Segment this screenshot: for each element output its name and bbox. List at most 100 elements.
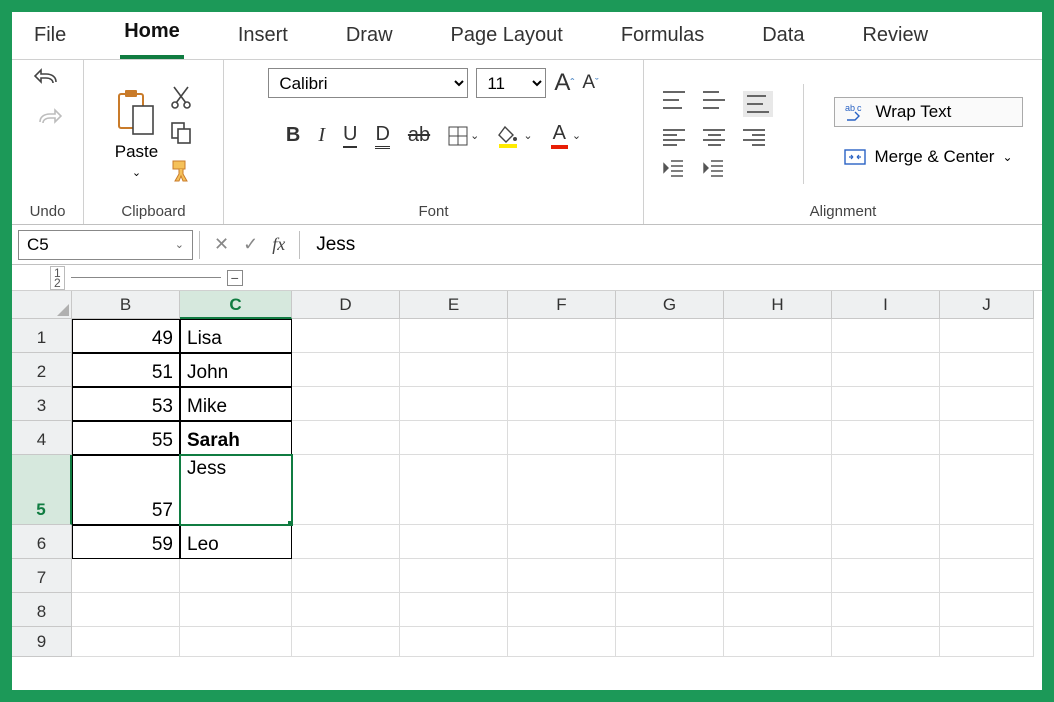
row-header-7[interactable]: 7 xyxy=(12,559,72,593)
decrease-indent-icon[interactable] xyxy=(663,159,685,177)
align-middle-icon[interactable] xyxy=(703,91,725,109)
cell-H6[interactable] xyxy=(724,525,832,559)
wrap-text-button[interactable]: abc Wrap Text xyxy=(834,97,1022,127)
row-header-6[interactable]: 6 xyxy=(12,525,72,559)
col-header-E[interactable]: E xyxy=(400,291,508,319)
tab-insert[interactable]: Insert xyxy=(234,14,292,59)
cell-J1[interactable] xyxy=(940,319,1034,353)
row-header-8[interactable]: 8 xyxy=(12,593,72,627)
col-header-G[interactable]: G xyxy=(616,291,724,319)
cell-F1[interactable] xyxy=(508,319,616,353)
outline-collapse-icon[interactable]: − xyxy=(227,270,243,286)
cell-I6[interactable] xyxy=(832,525,940,559)
cell-J7[interactable] xyxy=(940,559,1034,593)
underline-button[interactable]: U xyxy=(343,123,357,148)
align-right-icon[interactable] xyxy=(743,129,765,147)
row-header-3[interactable]: 3 xyxy=(12,387,72,421)
cell-F4[interactable] xyxy=(508,421,616,455)
cell-J6[interactable] xyxy=(940,525,1034,559)
increase-indent-icon[interactable] xyxy=(703,159,725,177)
cell-G9[interactable] xyxy=(616,627,724,657)
cell-E1[interactable] xyxy=(400,319,508,353)
name-box-dropdown-icon[interactable]: ⌄ xyxy=(175,238,184,251)
fx-icon[interactable]: fx xyxy=(272,234,285,255)
cell-E3[interactable] xyxy=(400,387,508,421)
cell-E6[interactable] xyxy=(400,525,508,559)
cell-E5[interactable] xyxy=(400,455,508,525)
cell-E8[interactable] xyxy=(400,593,508,627)
bold-button[interactable]: B xyxy=(286,124,300,147)
tab-page-layout[interactable]: Page Layout xyxy=(447,14,567,59)
grow-font-icon[interactable]: Aˆ xyxy=(554,69,574,97)
cell-H9[interactable] xyxy=(724,627,832,657)
cell-I3[interactable] xyxy=(832,387,940,421)
row-header-1[interactable]: 1 xyxy=(12,319,72,353)
cell-C4[interactable]: Sarah xyxy=(180,421,292,455)
cell-B6[interactable]: 59 xyxy=(72,525,180,559)
cell-B9[interactable] xyxy=(72,627,180,657)
shrink-font-icon[interactable]: Aˇ xyxy=(582,72,598,94)
tab-formulas[interactable]: Formulas xyxy=(617,14,708,59)
name-box[interactable]: C5 ⌄ xyxy=(18,230,193,260)
row-header-5[interactable]: 5 xyxy=(12,455,72,525)
cell-J9[interactable] xyxy=(940,627,1034,657)
cell-C7[interactable] xyxy=(180,559,292,593)
cell-G4[interactable] xyxy=(616,421,724,455)
cell-G6[interactable] xyxy=(616,525,724,559)
font-name-select[interactable]: Calibri xyxy=(268,68,468,98)
cell-C1[interactable]: Lisa xyxy=(180,319,292,353)
cell-D3[interactable] xyxy=(292,387,400,421)
cell-D6[interactable] xyxy=(292,525,400,559)
cell-D4[interactable] xyxy=(292,421,400,455)
cell-D8[interactable] xyxy=(292,593,400,627)
cell-H1[interactable] xyxy=(724,319,832,353)
cancel-icon[interactable]: ✕ xyxy=(214,234,229,255)
fill-color-icon[interactable]: ⌄ xyxy=(497,124,532,148)
cell-F8[interactable] xyxy=(508,593,616,627)
cell-E9[interactable] xyxy=(400,627,508,657)
tab-file[interactable]: File xyxy=(30,14,70,59)
cell-B4[interactable]: 55 xyxy=(72,421,180,455)
col-header-H[interactable]: H xyxy=(724,291,832,319)
italic-button[interactable]: I xyxy=(318,124,325,147)
cell-J3[interactable] xyxy=(940,387,1034,421)
align-bottom-icon[interactable] xyxy=(743,91,773,117)
col-header-I[interactable]: I xyxy=(832,291,940,319)
font-size-select[interactable]: 11 xyxy=(476,68,546,98)
formula-value[interactable]: Jess xyxy=(300,234,355,256)
select-all-corner[interactable] xyxy=(12,291,72,319)
cell-H4[interactable] xyxy=(724,421,832,455)
cell-F6[interactable] xyxy=(508,525,616,559)
cell-J2[interactable] xyxy=(940,353,1034,387)
cell-B2[interactable]: 51 xyxy=(72,353,180,387)
cell-I7[interactable] xyxy=(832,559,940,593)
cell-H5[interactable] xyxy=(724,455,832,525)
tab-draw[interactable]: Draw xyxy=(342,14,397,59)
cell-H3[interactable] xyxy=(724,387,832,421)
col-header-C[interactable]: C xyxy=(180,291,292,319)
cell-C9[interactable] xyxy=(180,627,292,657)
cell-J8[interactable] xyxy=(940,593,1034,627)
cell-C6[interactable]: Leo xyxy=(180,525,292,559)
cell-C5[interactable]: Jess xyxy=(180,455,292,525)
paste-dropdown-icon[interactable]: ⌄ xyxy=(132,166,141,179)
cell-D1[interactable] xyxy=(292,319,400,353)
cell-I2[interactable] xyxy=(832,353,940,387)
cell-B7[interactable] xyxy=(72,559,180,593)
tab-review[interactable]: Review xyxy=(858,14,932,59)
cell-F3[interactable] xyxy=(508,387,616,421)
cell-E2[interactable] xyxy=(400,353,508,387)
row-header-4[interactable]: 4 xyxy=(12,421,72,455)
cell-G7[interactable] xyxy=(616,559,724,593)
col-header-J[interactable]: J xyxy=(940,291,1034,319)
col-header-D[interactable]: D xyxy=(292,291,400,319)
cell-D2[interactable] xyxy=(292,353,400,387)
cell-I9[interactable] xyxy=(832,627,940,657)
cell-F7[interactable] xyxy=(508,559,616,593)
merge-center-button[interactable]: Merge & Center ⌄ xyxy=(834,143,1022,171)
cell-J5[interactable] xyxy=(940,455,1034,525)
cell-I4[interactable] xyxy=(832,421,940,455)
cell-C3[interactable]: Mike xyxy=(180,387,292,421)
cell-D7[interactable] xyxy=(292,559,400,593)
row-header-9[interactable]: 9 xyxy=(12,627,72,657)
